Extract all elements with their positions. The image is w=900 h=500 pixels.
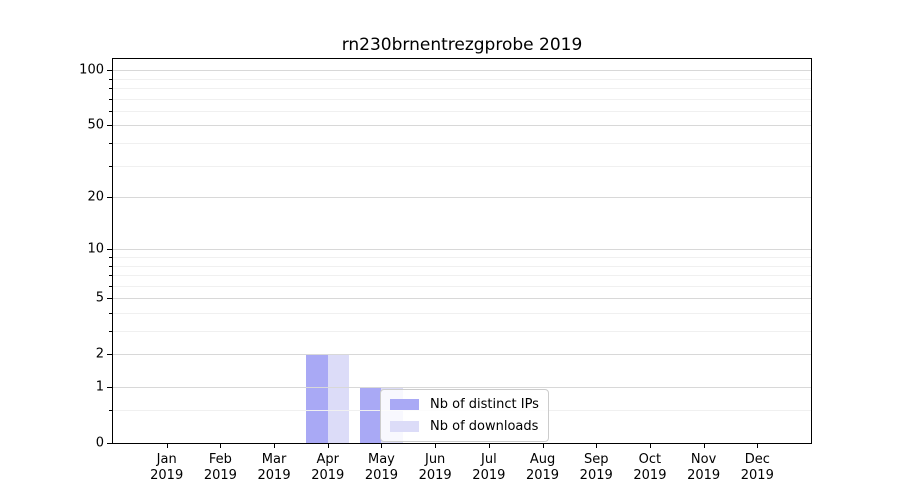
bar-nb-of-distinct-ips-may bbox=[359, 387, 382, 443]
legend-swatch-nb-of-downloads bbox=[390, 421, 419, 432]
x-tick-label-jan: Jan 2019 bbox=[150, 452, 183, 484]
y-tick-label-1: 1 bbox=[95, 379, 104, 395]
y-minor-tick-80 bbox=[109, 88, 112, 89]
bar-nb-of-downloads-apr bbox=[327, 354, 350, 443]
x-tick-mar bbox=[274, 443, 275, 448]
y-major-tick-100 bbox=[107, 70, 112, 72]
y-minor-tick-4 bbox=[109, 312, 112, 314]
y-major-tick-5 bbox=[107, 298, 112, 300]
x-tick-label-year: 2019 bbox=[311, 468, 345, 483]
x-tick-label-feb: Feb 2019 bbox=[204, 452, 237, 484]
x-tick-label-month: Oct bbox=[638, 452, 662, 467]
x-tick-label-month: May bbox=[368, 452, 395, 467]
x-tick-label-month: Apr bbox=[316, 452, 340, 467]
y-major-tick-50 bbox=[107, 125, 112, 127]
x-tick-label-year: 2019 bbox=[579, 468, 613, 483]
x-tick-label-jul: Jul 2019 bbox=[472, 452, 505, 484]
x-tick-label-year: 2019 bbox=[633, 468, 667, 483]
y-minor-tick-3 bbox=[109, 331, 112, 332]
y-minor-tick-8 bbox=[109, 265, 112, 267]
y-minor-tick-90 bbox=[109, 78, 112, 80]
y-tick-label-2: 2 bbox=[95, 346, 104, 362]
y-major-tick-20 bbox=[107, 197, 112, 199]
x-tick-apr bbox=[328, 443, 329, 448]
x-tick-label-month: Sep bbox=[583, 452, 609, 467]
y-minor-tick-30 bbox=[109, 165, 112, 167]
legend: Nb of distinct IPs Nb of downloads bbox=[380, 389, 549, 442]
x-tick-label-dec: Dec 2019 bbox=[741, 452, 774, 484]
y-minor-tick-60 bbox=[109, 110, 112, 112]
legend-label: Nb of distinct IPs bbox=[430, 397, 539, 412]
x-tick-label-year: 2019 bbox=[364, 468, 398, 483]
x-tick-label-may: May 2019 bbox=[365, 452, 398, 484]
legend-item: Nb of distinct IPs bbox=[390, 396, 539, 413]
x-tick-label-year: 2019 bbox=[687, 468, 721, 483]
x-tick-label-year: 2019 bbox=[257, 468, 291, 483]
x-tick-label-year: 2019 bbox=[150, 468, 184, 483]
x-tick-may bbox=[381, 443, 382, 448]
x-tick-label-month: Feb bbox=[208, 452, 232, 467]
x-tick-label-month: Mar bbox=[261, 452, 287, 467]
x-tick-oct bbox=[650, 443, 651, 448]
y-tick-label-0: 0 bbox=[95, 435, 104, 451]
x-tick-label-month: Jul bbox=[481, 452, 497, 467]
x-tick-label-month: Nov bbox=[690, 452, 717, 467]
x-tick-aug bbox=[543, 443, 544, 448]
x-tick-label-year: 2019 bbox=[740, 468, 774, 483]
x-tick-label-oct: Oct 2019 bbox=[633, 452, 666, 484]
y-tick-label-50: 50 bbox=[87, 117, 104, 133]
y-tick-label-10: 10 bbox=[87, 241, 104, 257]
y-minor-tick-70 bbox=[109, 98, 112, 100]
x-tick-label-apr: Apr 2019 bbox=[311, 452, 344, 484]
x-tick-dec bbox=[757, 443, 758, 448]
x-tick-label-nov: Nov 2019 bbox=[687, 452, 720, 484]
legend-item: Nb of downloads bbox=[390, 418, 539, 435]
y-minor-tick-9 bbox=[109, 256, 112, 258]
y-tick-label-5: 5 bbox=[95, 290, 104, 306]
plot-area bbox=[112, 58, 812, 444]
y-major-tick-1 bbox=[107, 387, 112, 388]
x-tick-nov bbox=[704, 443, 705, 448]
bars-layer bbox=[113, 59, 811, 443]
bar-nb-of-distinct-ips-apr bbox=[306, 354, 328, 443]
y-major-tick-2 bbox=[107, 354, 112, 356]
x-tick-feb bbox=[220, 443, 221, 448]
y-minor-tick-6 bbox=[109, 285, 112, 287]
x-tick-label-sep: Sep 2019 bbox=[580, 452, 613, 484]
x-tick-label-mar: Mar 2019 bbox=[258, 452, 291, 484]
y-minor-tick-7 bbox=[109, 275, 112, 277]
x-tick-label-year: 2019 bbox=[472, 468, 506, 483]
x-tick-label-month: Jan bbox=[156, 452, 177, 467]
x-tick-label-month: Aug bbox=[529, 452, 556, 467]
x-tick-label-month: Dec bbox=[744, 452, 770, 467]
x-tick-label-aug: Aug 2019 bbox=[526, 452, 559, 484]
y-tick-label-20: 20 bbox=[87, 189, 104, 205]
y-minor-tick-40 bbox=[109, 143, 112, 144]
x-tick-sep bbox=[596, 443, 597, 448]
x-tick-label-year: 2019 bbox=[418, 468, 452, 483]
x-tick-label-year: 2019 bbox=[525, 468, 560, 483]
x-tick-label-jun: Jun 2019 bbox=[419, 452, 452, 484]
legend-label: Nb of downloads bbox=[430, 419, 539, 434]
x-tick-jun bbox=[435, 443, 436, 448]
x-tick-jul bbox=[489, 443, 490, 448]
legend-swatch-nb-of-distinct-ips bbox=[390, 399, 419, 410]
chart-title: rn230brnentrezgprobe 2019 bbox=[341, 35, 583, 55]
x-tick-label-month: Jun bbox=[424, 452, 446, 467]
x-tick-jan bbox=[167, 443, 168, 448]
y-minor-tick-0.5 bbox=[109, 410, 112, 412]
y-tick-label-100: 100 bbox=[79, 62, 104, 78]
y-major-tick-0 bbox=[107, 443, 112, 444]
x-tick-label-year: 2019 bbox=[203, 468, 237, 483]
y-major-tick-10 bbox=[107, 249, 112, 251]
